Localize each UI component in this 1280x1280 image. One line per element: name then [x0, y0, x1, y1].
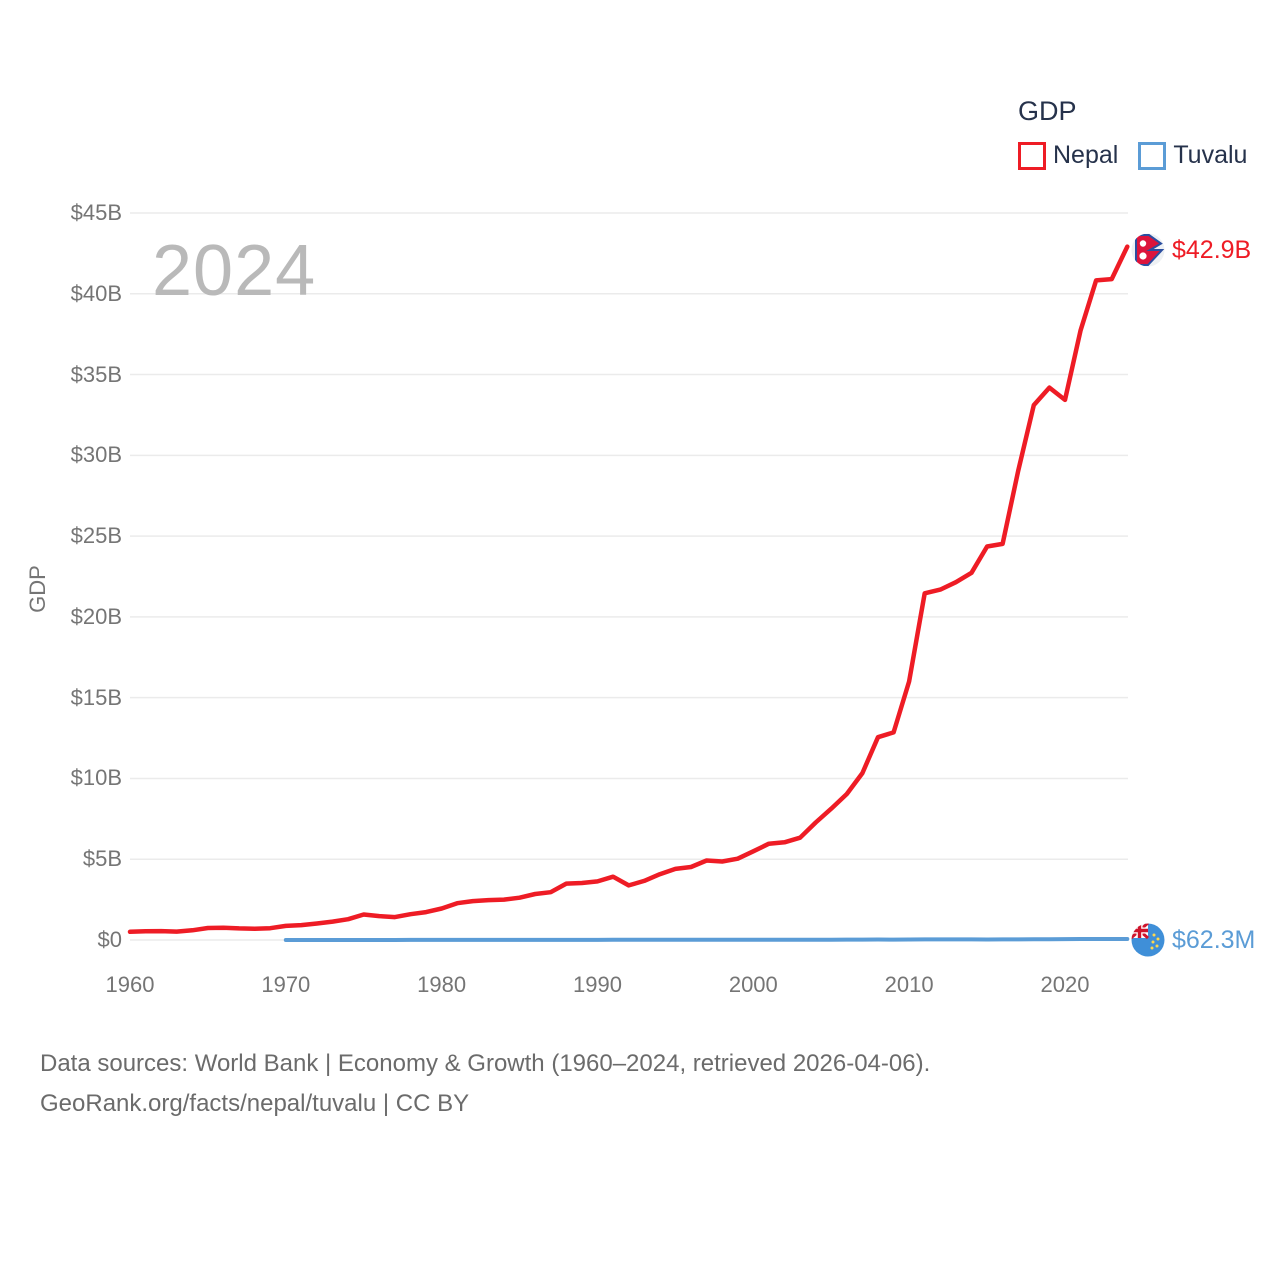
legend-item-nepal[interactable]: Nepal — [1018, 141, 1118, 170]
x-tick-1970: 1970 — [261, 972, 311, 997]
nepal-end-value: $42.9B — [1172, 235, 1252, 264]
y-tick-$40B: $40B — [70, 280, 122, 306]
y-tick-$25B: $25B — [70, 523, 122, 549]
y-tick-$15B: $15B — [70, 684, 122, 710]
data-sources-line: Data sources: World Bank | Economy & Gro… — [40, 1050, 931, 1077]
gdp-line-chart — [127, 212, 1130, 942]
y-tick-$20B: $20B — [70, 603, 122, 629]
y-tick-$35B: $35B — [70, 361, 122, 387]
tuvalu-series-line[interactable] — [283, 937, 1130, 942]
tuvalu-flag-icon — [1131, 923, 1165, 957]
x-tick-1980: 1980 — [417, 972, 467, 997]
tuvalu-end-value: $62.3M — [1172, 925, 1256, 954]
x-tick-1960: 1960 — [105, 972, 155, 997]
y-tick-$30B: $30B — [70, 442, 122, 468]
y-tick-$0: $0 — [97, 927, 122, 952]
nepal-series-swatch — [1018, 141, 1046, 170]
legend-item-tuvalu[interactable]: Tuvalu — [1138, 141, 1247, 170]
x-tick-1990: 1990 — [573, 972, 622, 997]
nepal-series-line[interactable] — [127, 244, 1130, 935]
x-tick-2020: 2020 — [1040, 972, 1090, 997]
y-tick-$5B: $5B — [82, 846, 122, 872]
tuvalu-series-swatch — [1138, 141, 1167, 170]
year-watermark: 2024 — [152, 231, 317, 311]
legend-title: GDP — [1018, 96, 1077, 126]
legend-label-nepal: Nepal — [1053, 141, 1119, 169]
nepal-end-label: $42.9B — [1131, 233, 1251, 267]
y-tick-$45B: $45B — [70, 200, 122, 225]
x-tick-2000: 2000 — [728, 972, 778, 997]
chart-footer: Data sources: World Bank | Economy & Gro… — [40, 1044, 930, 1124]
x-tick-2010: 2010 — [884, 972, 934, 997]
chart-legend: GDP Nepal Tuvalu — [1018, 96, 1258, 170]
legend-label-tuvalu: Tuvalu — [1173, 141, 1248, 169]
tuvalu-end-label: $62.3M — [1131, 923, 1255, 957]
y-tick-$10B: $10B — [70, 765, 122, 791]
attribution-line: GeoRank.org/facts/nepal/tuvalu | CC BY — [40, 1090, 470, 1117]
nepal-flag-icon — [1131, 233, 1165, 267]
